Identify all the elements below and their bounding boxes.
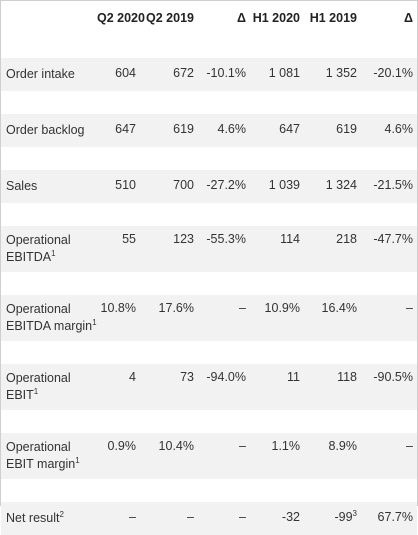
table-row-operational-ebitda: Operational EBITDA1 55 123 -55.3% 114 218…	[1, 226, 417, 272]
cell-h1-2020: 114	[250, 226, 304, 272]
cell-h1-2019: 218	[304, 226, 361, 272]
table-row-order-backlog: Order backlog 647 619 4.6% 647 619 4.6%	[1, 114, 417, 147]
row-label: Operational EBITDA margin1	[1, 295, 97, 341]
table-row-operational-ebit: Operational EBIT1 4 73 -94.0% 11 118 -90.…	[1, 364, 417, 410]
cell-delta-quarter: -10.1%	[198, 58, 250, 91]
row-label-line1: Operational	[6, 302, 71, 316]
cell-delta-half: –	[361, 433, 417, 479]
cell-delta-quarter: –	[198, 295, 250, 341]
row-label-text: Net result	[6, 511, 60, 525]
cell-h1-2019: -993	[304, 502, 361, 535]
cell-h1-2019-value: -99	[334, 510, 353, 524]
table-row-operational-ebitda-margin: Operational EBITDA margin1 10.8% 17.6% – …	[1, 295, 417, 341]
row-label-line2: EBIT margin	[6, 457, 76, 471]
cell-h1-2019: 8.9%	[304, 433, 361, 479]
header-h1-2020: H1 2020	[252, 11, 300, 25]
cell-q2-2020: 10.8%	[97, 295, 140, 341]
cell-q2-2020: 510	[97, 170, 140, 203]
cell-h1-2020: 1 039	[250, 170, 304, 203]
footnote-marker: 1	[75, 456, 80, 465]
footnote-marker: 1	[33, 387, 39, 396]
cell-h1-2020: 1 081	[250, 58, 304, 91]
header-row: Q2 2020 Q2 2019 Δ H1 2020 H1 2019 Δ	[1, 1, 417, 35]
cell-delta-quarter: 4.6%	[198, 114, 250, 147]
cell-q2-2019: 672	[140, 58, 198, 91]
footnote-marker: 3	[352, 509, 357, 518]
cell-h1-2020: -32	[250, 502, 304, 535]
cell-delta-half: 4.6%	[361, 114, 417, 147]
cell-delta-quarter: -94.0%	[198, 364, 250, 410]
header-delta-half: Δ	[404, 11, 413, 25]
row-label: Order backlog	[1, 114, 97, 147]
cell-delta-quarter: -27.2%	[198, 170, 250, 203]
cell-delta-half: -90.5%	[361, 364, 417, 410]
cell-h1-2020: 10.9%	[250, 295, 304, 341]
row-label: Operational EBIT1	[1, 364, 97, 410]
cell-h1-2019: 118	[304, 364, 361, 410]
row-label: Order intake	[1, 58, 97, 91]
cell-h1-2019: 619	[304, 114, 361, 147]
row-label: Operational EBITDA1	[1, 226, 97, 272]
table-row-order-intake: Order intake 604 672 -10.1% 1 081 1 352 …	[1, 58, 417, 91]
cell-q2-2019: 123	[140, 226, 198, 272]
cell-h1-2020: 11	[250, 364, 304, 410]
cell-delta-quarter: –	[198, 433, 250, 479]
cell-h1-2019: 1 352	[304, 58, 361, 91]
cell-q2-2020: 55	[97, 226, 140, 272]
cell-h1-2019: 16.4%	[304, 295, 361, 341]
footnote-marker: 1	[51, 249, 56, 258]
header-label-col	[1, 1, 97, 35]
cell-q2-2019: 619	[140, 114, 198, 147]
header-delta-quarter: Δ	[237, 11, 246, 25]
cell-q2-2019: 700	[140, 170, 198, 203]
header-h1-2019: H1 2019	[309, 11, 357, 25]
table-row-operational-ebit-margin: Operational EBIT margin1 0.9% 10.4% – 1.1…	[1, 433, 417, 479]
footnote-marker: 1	[92, 318, 97, 327]
cell-h1-2020: 1.1%	[250, 433, 304, 479]
cell-h1-2020: 647	[250, 114, 304, 147]
cell-delta-quarter: -55.3%	[198, 226, 250, 272]
header-q2-2019: Q2 2019	[146, 11, 194, 25]
cell-delta-half: 67.7%	[361, 502, 417, 535]
cell-delta-half: -20.1%	[361, 58, 417, 91]
cell-delta-quarter: –	[198, 502, 250, 535]
footnote-marker: 2	[59, 510, 64, 519]
cell-q2-2019: 17.6%	[140, 295, 198, 341]
row-label: Operational EBIT margin1	[1, 433, 97, 479]
cell-q2-2019: –	[140, 502, 198, 535]
cell-q2-2020: 0.9%	[97, 433, 140, 479]
cell-delta-half: –	[361, 295, 417, 341]
cell-h1-2019: 1 324	[304, 170, 361, 203]
row-label: Net result2	[1, 502, 97, 535]
row-label-line1: Operational	[6, 233, 71, 247]
header-q2-2020: Q2 2020	[97, 11, 145, 25]
table-row-sales: Sales 510 700 -27.2% 1 039 1 324 -21.5%	[1, 170, 417, 203]
cell-q2-2019: 10.4%	[140, 433, 198, 479]
cell-q2-2020: 647	[97, 114, 140, 147]
row-label: Sales	[1, 170, 97, 203]
row-label-line1: Operational	[6, 440, 71, 454]
cell-delta-half: -21.5%	[361, 170, 417, 203]
cell-q2-2020: 4	[97, 364, 140, 410]
cell-q2-2019: 73	[140, 364, 198, 410]
row-label-line2: EBITDA	[6, 250, 52, 264]
cell-delta-half: -47.7%	[361, 226, 417, 272]
cell-q2-2020: 604	[97, 58, 140, 91]
cell-q2-2020: –	[97, 502, 140, 535]
row-label-line2: EBIT	[6, 388, 34, 402]
row-label-line2: EBITDA margin	[6, 319, 93, 333]
table-row-net-result: Net result2 – – – -32 -993 67.7%	[1, 502, 417, 535]
row-label-line1: Operational	[6, 371, 71, 385]
